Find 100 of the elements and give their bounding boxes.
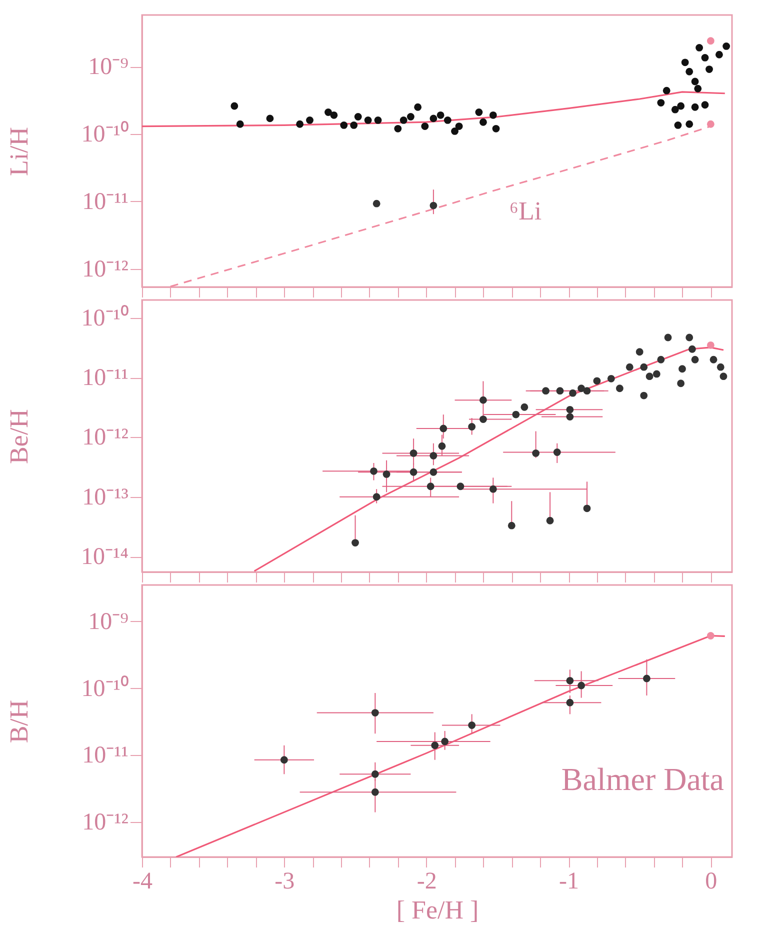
point [706, 37, 714, 45]
point [671, 106, 679, 114]
x-tick-label: -1 [559, 868, 580, 894]
point [722, 42, 730, 50]
x-tick-label: -4 [132, 868, 152, 894]
point [583, 387, 591, 395]
point [430, 202, 438, 210]
point [430, 114, 438, 122]
point [372, 493, 380, 501]
point [694, 84, 702, 92]
point [674, 121, 682, 129]
annotation: Balmer Data [561, 761, 724, 797]
point [410, 449, 418, 457]
point [266, 114, 274, 122]
point [371, 770, 379, 778]
point [657, 356, 665, 364]
point [716, 363, 724, 371]
x-tick-label: 0 [705, 868, 718, 894]
point [681, 58, 689, 66]
point [566, 413, 574, 421]
point [706, 66, 713, 73]
point [371, 788, 379, 796]
point [715, 50, 723, 58]
point [451, 127, 458, 135]
point [691, 78, 699, 86]
point [430, 452, 438, 460]
point [296, 120, 304, 128]
point [489, 111, 497, 119]
y-tick-label: 10⁻¹⁰ [81, 304, 128, 332]
point [616, 384, 624, 392]
point [642, 674, 650, 682]
point [280, 756, 288, 764]
x-tick-label: -2 [416, 868, 437, 894]
point [475, 108, 483, 116]
point [662, 86, 670, 94]
point [720, 372, 728, 380]
y-tick-label: 10⁻¹² [82, 810, 128, 836]
point [324, 108, 332, 116]
point [456, 482, 464, 490]
point [646, 372, 654, 380]
point [438, 442, 446, 450]
point [696, 44, 704, 52]
y-tick-label: 10⁻¹² [82, 424, 128, 451]
y-tick-label: 10⁻¹⁰ [81, 120, 128, 148]
point [382, 470, 390, 478]
point [489, 485, 497, 493]
point [706, 632, 714, 640]
point [701, 54, 709, 62]
y-tick-label: 10⁻¹⁰ [81, 674, 128, 702]
point [444, 116, 452, 124]
point [394, 124, 402, 132]
point [236, 120, 244, 128]
point [566, 406, 574, 414]
point [350, 121, 358, 129]
point [657, 99, 665, 106]
point [421, 122, 429, 130]
point [578, 682, 586, 690]
point [479, 118, 487, 126]
point [306, 116, 314, 124]
point [569, 389, 576, 397]
point [607, 374, 615, 382]
point [553, 448, 561, 456]
x-axis-title: [ Fe/H ] [396, 896, 479, 924]
point [583, 504, 591, 512]
point [431, 742, 439, 750]
point [508, 522, 516, 530]
point [364, 116, 372, 124]
point [414, 103, 422, 111]
point [678, 365, 686, 373]
point [593, 377, 601, 385]
point [468, 423, 476, 430]
point [566, 698, 574, 706]
point [406, 113, 414, 120]
point [652, 370, 660, 378]
point [542, 387, 550, 395]
point [374, 116, 382, 124]
point [706, 120, 714, 128]
point [520, 403, 528, 411]
point [686, 334, 694, 342]
point [626, 363, 634, 371]
point [430, 468, 438, 476]
point [710, 356, 718, 364]
point [352, 539, 359, 546]
point [230, 102, 238, 110]
point [556, 387, 564, 395]
point [546, 516, 554, 524]
point [455, 122, 463, 130]
y-tick-label: 10⁻⁹ [88, 54, 128, 80]
y-tick-label: 10⁻¹¹ [82, 188, 128, 215]
point [479, 396, 487, 404]
y-axis-title: B/H [4, 700, 34, 744]
point [701, 101, 709, 109]
point [677, 102, 685, 110]
y-axis-title: Be/H [4, 408, 34, 464]
point [566, 676, 574, 684]
point [691, 356, 699, 364]
series-label: ⁶Li [509, 196, 542, 226]
point [410, 468, 418, 476]
x-tick-label: -3 [274, 868, 295, 894]
y-tick-label: 10⁻¹⁴ [80, 544, 128, 570]
